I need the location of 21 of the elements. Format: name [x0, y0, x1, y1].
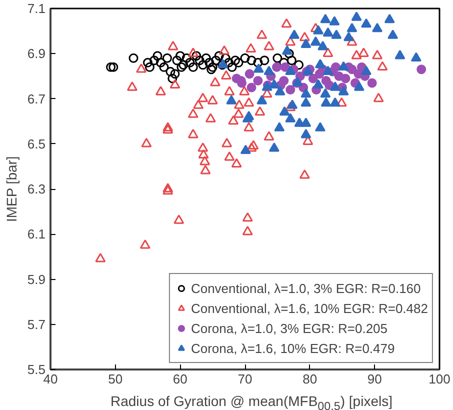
x-axis-title: Radius of Gyration @ mean(MFB$_{00.5}$) [pixels] — [110, 392, 392, 410]
legend-label: Conventional, λ=1.6, 10% EGR: R=0.482 — [190, 300, 428, 316]
legend-label: Conventional, λ=1.0, 3% EGR: R=0.160 — [190, 280, 421, 296]
y-tick-label: 6.1 — [27, 226, 46, 242]
x-tick-label: 50 — [108, 372, 123, 386]
x-tick-label: 90 — [367, 372, 382, 386]
y-tick-label: 6.9 — [27, 46, 46, 62]
x-tick-label: 100 — [428, 372, 450, 386]
y-tick-label: 5.7 — [27, 316, 46, 332]
x-tick-label: 80 — [302, 372, 318, 386]
y-tick-label: 5.9 — [27, 272, 46, 287]
x-tick-label: 70 — [238, 372, 252, 386]
y-tick-label: 6.3 — [27, 182, 46, 196]
legend-label: Corona, λ=1.0, 3% EGR: R=0.205 — [190, 320, 388, 336]
x-tick-label: 60 — [172, 372, 188, 386]
y-tick-label: 5.5 — [27, 362, 46, 377]
y-axis-title: IMEP [bar] — [3, 156, 20, 222]
y-tick-label: 6.7 — [27, 91, 46, 106]
legend-label: Corona, λ=1.6, 10% EGR: R=0.479 — [190, 340, 395, 356]
y-tick-label: 7.1 — [27, 1, 46, 16]
y-tick-label: 6.5 — [27, 136, 46, 152]
